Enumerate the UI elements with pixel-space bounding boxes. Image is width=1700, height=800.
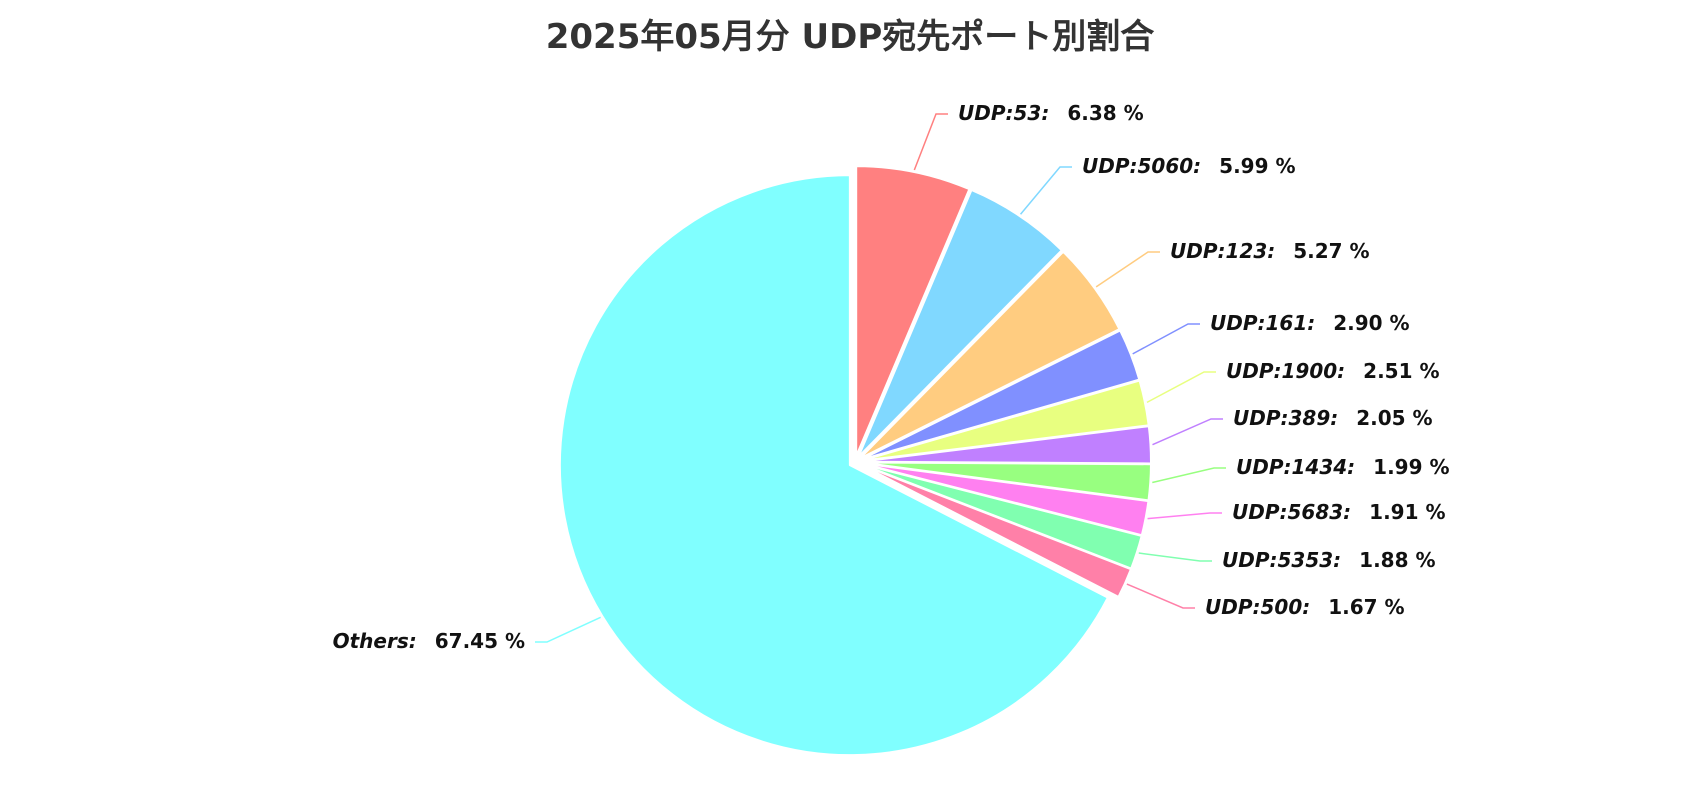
slice-label-udp-5060: UDP:5060: 5.99 %	[1082, 154, 1296, 178]
leader-line-udp-500	[1126, 583, 1195, 609]
leader-lines	[535, 113, 1226, 643]
leader-line-udp-389	[1152, 418, 1223, 446]
leader-line-udp-1434	[1152, 467, 1226, 484]
leader-line-udp-53	[913, 113, 948, 171]
leader-line-udp-5683	[1147, 512, 1222, 520]
slice-label-udp-500: UDP:500: 1.67 %	[1205, 595, 1405, 619]
pie-slice-udp-161[interactable]	[859, 329, 1141, 461]
leader-line-others	[535, 616, 601, 643]
pie-slice-others[interactable]	[558, 174, 1109, 757]
slice-label-udp-5353: UDP:5353: 1.88 %	[1222, 548, 1436, 572]
leader-line-udp-5353	[1138, 552, 1212, 562]
slice-label-udp-5683: UDP:5683: 1.91 %	[1232, 500, 1446, 524]
leader-line-udp-1900	[1146, 371, 1216, 404]
slice-label-udp-389: UDP:389: 2.05 %	[1233, 406, 1433, 430]
leader-line-udp-161	[1132, 323, 1200, 355]
slice-label-udp-123: UDP:123: 5.27 %	[1170, 239, 1370, 263]
leader-line-udp-5060	[1019, 166, 1072, 215]
pie-slice-udp-123[interactable]	[858, 250, 1121, 460]
slice-label-udp-1900: UDP:1900: 2.51 %	[1226, 359, 1440, 383]
chart-title: 2025年05月分 UDP宛先ポート別割合	[546, 17, 1155, 57]
slice-label-udp-53: UDP:53: 6.38 %	[958, 101, 1144, 125]
leader-line-udp-123	[1095, 251, 1160, 288]
pie-slice-udp-53[interactable]	[855, 165, 971, 458]
slice-label-udp-161: UDP:161: 2.90 %	[1210, 311, 1410, 335]
slice-labels: UDP:53: 6.38 % UDP:5060: 5.99 % UDP:123: 5.27…	[333, 101, 1450, 653]
pie-slice-udp-500[interactable]	[859, 463, 1132, 598]
slice-label-others: Others: 67.45 %	[333, 629, 525, 653]
pie-slice-udp-5060[interactable]	[857, 189, 1063, 459]
slice-label-udp-1434: UDP:1434: 1.99 %	[1236, 455, 1450, 479]
pie-slices	[558, 165, 1152, 757]
